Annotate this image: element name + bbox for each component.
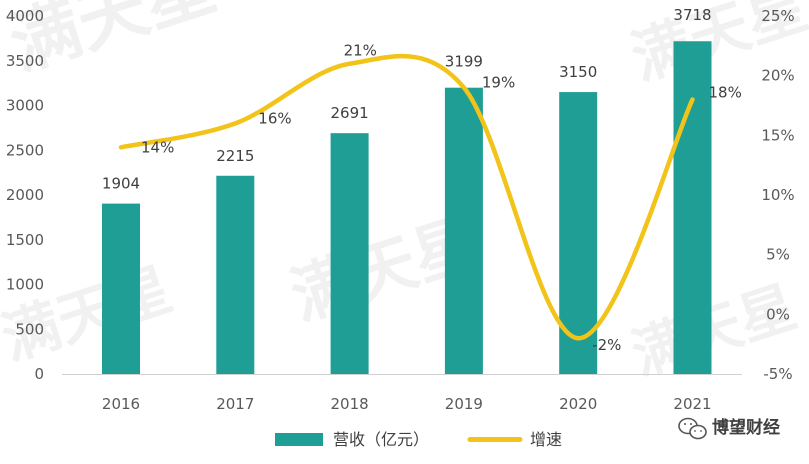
revenue-bar — [216, 175, 255, 374]
left-tick-label: 1500 — [6, 231, 44, 249]
left-tick-label: 2500 — [6, 141, 44, 159]
growth-value-label: 19% — [482, 74, 515, 92]
revenue-bar — [559, 92, 598, 374]
growth-line — [118, 54, 695, 341]
source-credit: 博望财经 — [678, 417, 780, 440]
revenue-value-label: 3718 — [673, 6, 711, 24]
revenue-bars — [102, 41, 712, 374]
x-tick-label: 2021 — [673, 395, 711, 413]
revenue-bar-labels: 1904 2215 2691 3199 3150 3718 — [102, 6, 712, 192]
left-tick-label: 0 — [34, 365, 44, 383]
growth-labels: 14% 16% 21% 19% -2% 18% — [141, 42, 742, 354]
growth-value-label: 16% — [258, 109, 291, 127]
x-tick-label: 2019 — [445, 395, 483, 413]
wechat-icon — [678, 417, 707, 440]
left-tick-label: 3500 — [6, 52, 44, 70]
source-credit-text: 博望财经 — [712, 417, 780, 438]
x-tick-label: 2020 — [559, 395, 597, 413]
left-axis: 0 500 1000 1500 2000 2500 3000 3500 4000 — [6, 7, 44, 383]
left-tick-label: 3000 — [6, 97, 44, 115]
revenue-value-label: 1904 — [102, 175, 140, 193]
x-tick-label: 2018 — [331, 395, 369, 413]
revenue-bar — [102, 203, 140, 374]
revenue-value-label: 2691 — [331, 104, 369, 122]
x-tick-label: 2017 — [216, 395, 254, 413]
revenue-value-label: 3150 — [559, 63, 597, 81]
growth-value-label: 14% — [141, 138, 174, 156]
right-tick-label: 25% — [761, 7, 794, 25]
right-tick-label: 5% — [766, 246, 790, 264]
legend: 营收（亿元） 增速 — [275, 430, 562, 449]
revenue-value-label: 2215 — [216, 147, 254, 165]
left-tick-label: 1000 — [6, 276, 44, 294]
left-tick-label: 2000 — [6, 186, 44, 204]
watermark-text-4: 满天星 — [0, 255, 180, 373]
revenue-value-label: 3199 — [445, 53, 483, 71]
right-tick-label: 0% — [766, 305, 790, 323]
right-axis: -5% 0% 5% 10% 15% 20% 25% — [761, 7, 794, 383]
revenue-bar — [444, 87, 483, 374]
revenue-bar — [673, 41, 712, 374]
growth-value-label: -2% — [592, 336, 621, 354]
left-tick-label: 4000 — [6, 7, 44, 25]
right-tick-label: 15% — [761, 126, 794, 144]
right-tick-label: -5% — [763, 365, 792, 383]
legend-label-revenue: 营收（亿元） — [333, 430, 429, 449]
growth-line-layer — [118, 54, 695, 341]
right-tick-label: 20% — [761, 67, 794, 85]
legend-label-growth: 增速 — [530, 430, 562, 449]
left-tick-label: 500 — [15, 320, 44, 338]
growth-value-label: 21% — [344, 42, 377, 60]
revenue-bar — [330, 133, 369, 374]
x-tick-label: 2016 — [102, 395, 140, 413]
legend-swatch-revenue — [275, 433, 323, 446]
right-tick-label: 10% — [761, 186, 794, 204]
growth-value-label: 18% — [709, 84, 742, 102]
x-axis: 2016 2017 2018 2019 2020 2021 — [62, 374, 742, 413]
